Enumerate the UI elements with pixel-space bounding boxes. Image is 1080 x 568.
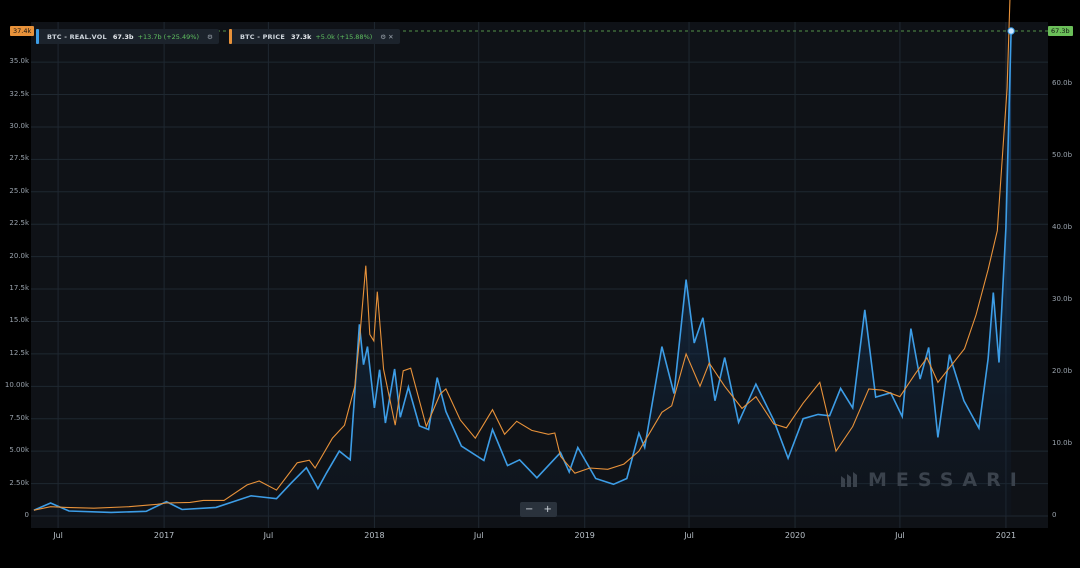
x-tick-label: 2021 (995, 531, 1017, 540)
price-swatch (229, 29, 232, 44)
y-left-tick-label: 17.5k (9, 284, 29, 293)
vol-area (33, 31, 1012, 516)
y-left-tick-label: 30.0k (9, 121, 29, 130)
vol-legend-name: BTC - REAL.VOL (47, 32, 107, 41)
y-left-tick-label: 25.0k (9, 186, 29, 195)
y-left-tick-label: 27.5k (9, 154, 29, 163)
price-legend-name: BTC - PRICE (240, 32, 285, 41)
y-left-tick-label: 35.0k (9, 57, 29, 66)
y-left-tick-label: 0 (24, 511, 29, 519)
zoom-out-button[interactable]: − (525, 504, 534, 515)
x-tick-label: 2020 (784, 531, 806, 540)
watermark-text: MESSARI (868, 469, 1026, 491)
y-right-tick-label: 60.0b (1052, 78, 1073, 87)
y-left-tick-label: 20.0k (9, 251, 29, 260)
y-left-tick-label: 5.00k (9, 446, 29, 455)
x-tick-label: Jul (263, 531, 274, 540)
messari-watermark: MESSARI (840, 469, 1026, 491)
vol-series-line (33, 30, 1012, 514)
y-right-tick-label: 30.0b (1052, 294, 1073, 303)
vol-legend-value: 67.3b (112, 32, 134, 41)
legend-vol[interactable]: BTC - REAL.VOL 67.3b +13.7b (+25.49%) ⚙ (36, 29, 219, 44)
vol-last-value-marker: 67.3b (1048, 26, 1073, 36)
legend-price[interactable]: BTC - PRICE 37.3k +5.0k (+15.88%) ⚙ ✕ (229, 29, 400, 44)
close-icon[interactable]: ✕ (388, 32, 394, 41)
y-left-tick-label: 10.00k (4, 381, 29, 390)
x-tick-label: Jul (684, 531, 694, 540)
vol-swatch (36, 29, 39, 44)
vol-legend-change: +13.7b (+25.49%) (137, 32, 199, 41)
price-series-line (33, 0, 1011, 511)
y-left-tick-label: 12.5k (9, 348, 29, 357)
price-legend-value: 37.3k (290, 32, 312, 41)
x-tick-label: Jul (895, 531, 905, 540)
gear-icon[interactable]: ⚙ (380, 32, 387, 41)
messari-logo-icon (841, 472, 857, 487)
y-right-tick-label: 10.0b (1052, 438, 1073, 447)
price-last-value-marker: 37.4k (10, 26, 35, 36)
x-tick-label: 2017 (153, 531, 175, 540)
x-tick-label: Jul (53, 531, 63, 540)
zoom-controls: − + (520, 502, 557, 517)
price-legend-change: +5.0k (+15.88%) (315, 32, 373, 41)
y-left-tick-label: 22.5k (9, 219, 29, 228)
zoom-in-button[interactable]: + (543, 504, 552, 515)
x-tick-label: 2019 (574, 531, 595, 540)
y-right-tick-label: 0 (1052, 511, 1057, 519)
gear-icon[interactable]: ⚙ (206, 32, 213, 41)
y-right-tick-label: 40.0b (1052, 222, 1073, 231)
y-right-tick-label: 20.0b (1052, 366, 1073, 375)
y-left-tick-label: 7.50k (9, 413, 29, 422)
y-left-tick-label: 32.5k (9, 89, 29, 98)
vol-last-point (1007, 27, 1015, 35)
y-left-tick-label: 2.50k (9, 478, 29, 487)
y-left-tick-label: 15.0k (9, 316, 29, 325)
x-tick-label: 2018 (364, 531, 385, 540)
x-tick-label: Jul (473, 531, 484, 540)
y-right-tick-label: 50.0b (1052, 150, 1073, 159)
